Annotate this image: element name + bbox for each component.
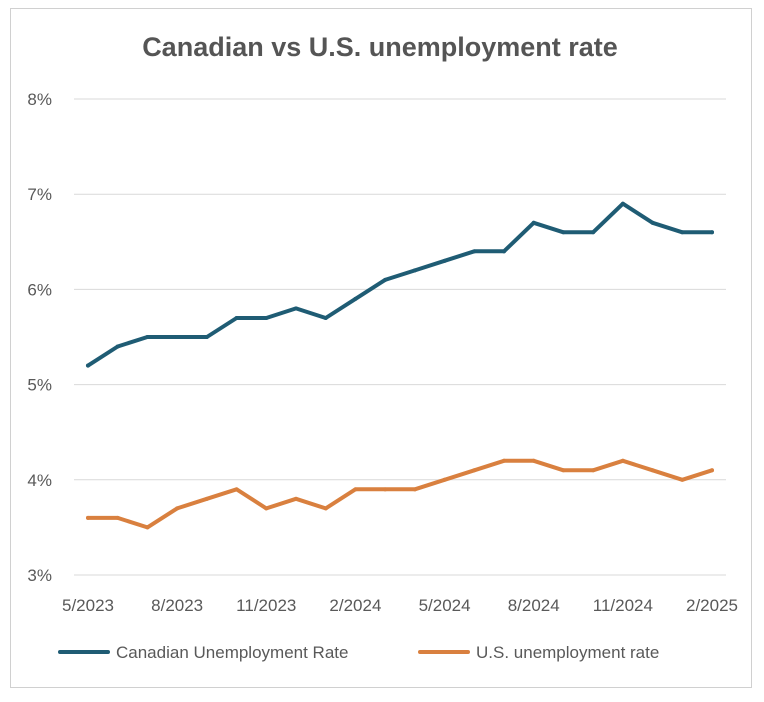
y-tick-label: 7% bbox=[27, 185, 52, 204]
x-axis-ticks: 5/2023 8/2023 11/2023 2/2024 5/2024 8/2024 11/… bbox=[62, 596, 738, 615]
data-point bbox=[264, 506, 269, 511]
data-point bbox=[650, 220, 655, 225]
chart-title: Canadian vs U.S. unemployment rate bbox=[142, 32, 618, 62]
data-point bbox=[294, 496, 298, 501]
data-point bbox=[620, 201, 625, 206]
data-point bbox=[353, 487, 358, 492]
data-point bbox=[86, 515, 90, 520]
data-point bbox=[234, 487, 239, 492]
legend: Canadian Unemployment Rate U.S. unemploym… bbox=[58, 643, 659, 662]
y-axis-ticks: 3% 4% 5% 6% 7% 8% bbox=[27, 90, 52, 585]
x-tick-label: 2/2024 bbox=[329, 596, 381, 615]
data-point bbox=[175, 335, 180, 339]
data-point bbox=[591, 468, 596, 473]
data-point bbox=[86, 363, 90, 368]
data-point bbox=[264, 315, 269, 320]
series-line-1 bbox=[86, 458, 714, 530]
data-point bbox=[115, 344, 120, 349]
data-point bbox=[383, 487, 388, 492]
data-point bbox=[561, 230, 566, 235]
data-point bbox=[680, 477, 685, 482]
data-point bbox=[115, 515, 120, 520]
data-point bbox=[234, 315, 239, 320]
data-point bbox=[710, 230, 714, 235]
x-tick-label: 11/2024 bbox=[593, 596, 653, 615]
legend-label: Canadian Unemployment Rate bbox=[116, 643, 348, 662]
legend-label: U.S. unemployment rate bbox=[476, 643, 659, 662]
data-point bbox=[442, 477, 447, 482]
data-point bbox=[561, 468, 566, 473]
data-point bbox=[620, 458, 625, 463]
x-tick-label: 5/2024 bbox=[419, 596, 471, 615]
data-point bbox=[353, 296, 358, 301]
data-point bbox=[204, 335, 209, 339]
series-line-0 bbox=[86, 201, 714, 368]
gridlines bbox=[74, 98, 726, 576]
data-point bbox=[680, 230, 685, 235]
series-lines bbox=[86, 201, 714, 530]
data-point bbox=[502, 249, 506, 254]
y-tick-label: 6% bbox=[27, 280, 52, 299]
data-point bbox=[472, 468, 477, 473]
data-point bbox=[412, 268, 417, 273]
y-tick-label: 5% bbox=[27, 376, 52, 395]
data-point bbox=[472, 249, 477, 254]
x-tick-label: 2/2025 bbox=[686, 596, 738, 615]
y-tick-label: 4% bbox=[27, 471, 52, 490]
data-point bbox=[710, 468, 714, 473]
data-point bbox=[650, 468, 655, 473]
data-point bbox=[531, 458, 536, 463]
data-point bbox=[145, 525, 150, 530]
data-point bbox=[145, 335, 150, 339]
data-point bbox=[412, 487, 417, 492]
data-point bbox=[323, 315, 328, 320]
data-point bbox=[531, 220, 536, 225]
y-tick-label: 3% bbox=[27, 566, 52, 585]
data-point bbox=[175, 506, 180, 511]
data-point bbox=[383, 277, 388, 282]
data-point bbox=[442, 258, 447, 263]
data-point bbox=[502, 458, 506, 463]
x-tick-label: 5/2023 bbox=[62, 596, 114, 615]
data-point bbox=[204, 496, 209, 501]
x-tick-label: 11/2023 bbox=[236, 596, 296, 615]
x-tick-label: 8/2023 bbox=[151, 596, 203, 615]
data-point bbox=[294, 306, 298, 311]
data-point bbox=[323, 506, 328, 511]
x-tick-label: 8/2024 bbox=[508, 596, 560, 615]
y-tick-label: 8% bbox=[27, 90, 52, 109]
data-point bbox=[591, 230, 596, 235]
